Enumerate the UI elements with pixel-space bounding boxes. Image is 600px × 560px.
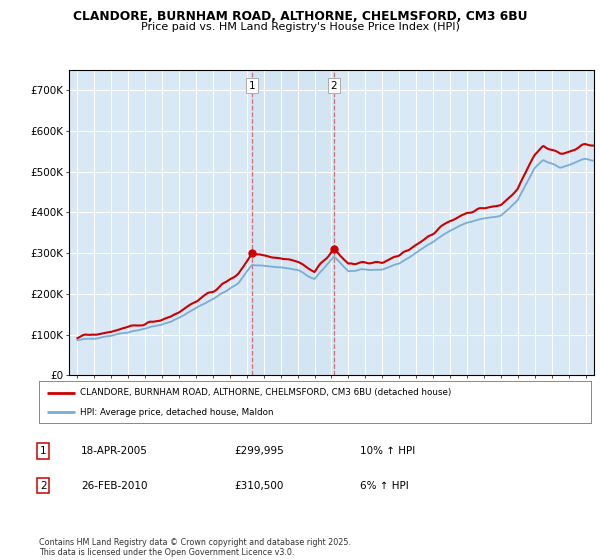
Text: Contains HM Land Registry data © Crown copyright and database right 2025.
This d: Contains HM Land Registry data © Crown c… (39, 538, 351, 557)
Text: £310,500: £310,500 (234, 480, 283, 491)
Text: 1: 1 (248, 81, 255, 91)
Text: £299,995: £299,995 (234, 446, 284, 456)
Text: HPI: Average price, detached house, Maldon: HPI: Average price, detached house, Mald… (80, 408, 274, 417)
Text: 2: 2 (40, 480, 47, 491)
Text: 1: 1 (40, 446, 47, 456)
Text: 18-APR-2005: 18-APR-2005 (81, 446, 148, 456)
Text: Price paid vs. HM Land Registry's House Price Index (HPI): Price paid vs. HM Land Registry's House … (140, 22, 460, 32)
Bar (252, 70, 334, 375)
Text: 2: 2 (331, 81, 337, 91)
Text: CLANDORE, BURNHAM ROAD, ALTHORNE, CHELMSFORD, CM3 6BU (detached house): CLANDORE, BURNHAM ROAD, ALTHORNE, CHELMS… (80, 388, 452, 397)
Text: CLANDORE, BURNHAM ROAD, ALTHORNE, CHELMSFORD, CM3 6BU: CLANDORE, BURNHAM ROAD, ALTHORNE, CHELMS… (73, 10, 527, 23)
Text: 26-FEB-2010: 26-FEB-2010 (81, 480, 148, 491)
Text: 10% ↑ HPI: 10% ↑ HPI (360, 446, 415, 456)
Text: 6% ↑ HPI: 6% ↑ HPI (360, 480, 409, 491)
